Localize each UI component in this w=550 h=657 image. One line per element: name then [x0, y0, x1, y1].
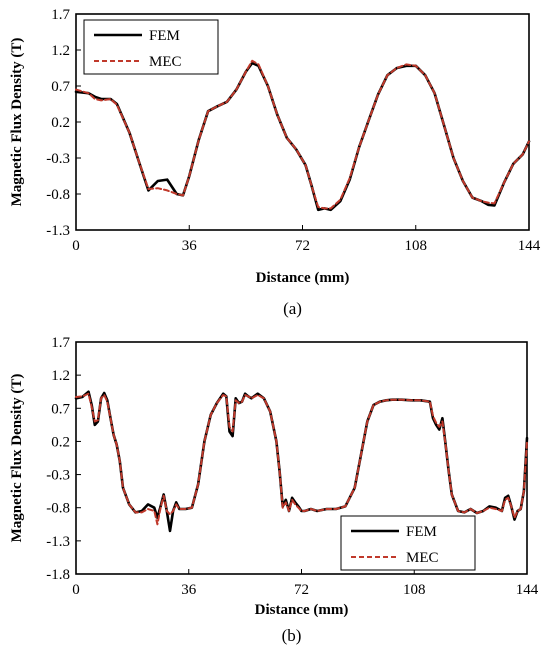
legend-label-mec: MEC — [406, 550, 439, 566]
y-tick-label: -0.8 — [46, 187, 70, 203]
legend: FEM MEC — [340, 515, 476, 571]
x-tick-label: 144 — [516, 582, 539, 598]
x-tick-label: 36 — [182, 238, 198, 254]
x-tick-label: 72 — [295, 238, 310, 254]
y-tick-label: -0.8 — [46, 501, 70, 517]
y-tick-label: 0.7 — [51, 79, 70, 95]
y-tick-label: 1.7 — [51, 7, 70, 23]
legend-box — [340, 515, 476, 571]
legend-label-fem: FEM — [149, 28, 180, 44]
y-tick-label: 0.2 — [51, 434, 70, 450]
y-tick-label: -1.3 — [46, 534, 70, 550]
x-tick-label: 108 — [405, 238, 428, 254]
panel-label: (b) — [282, 626, 302, 645]
legend: FEM MEC — [83, 19, 219, 75]
series-line-mec — [75, 392, 528, 526]
y-tick-label: 1.2 — [51, 368, 70, 384]
x-tick-label: 0 — [72, 238, 80, 254]
y-tick-label: 1.2 — [51, 43, 70, 59]
x-tick-label: 0 — [72, 582, 80, 598]
x-tick-label: 144 — [518, 238, 541, 254]
y-tick-label: -0.3 — [46, 468, 70, 484]
series-line-mec — [75, 59, 530, 210]
y-tick-label: -1.3 — [46, 223, 70, 239]
panel-label: (a) — [283, 299, 302, 318]
y-axis-label: Magnetic Flux Density (T) — [9, 374, 25, 543]
x-tick-label: 108 — [403, 582, 426, 598]
y-tick-label: -0.3 — [46, 151, 70, 167]
x-tick-label: 36 — [181, 582, 197, 598]
x-axis-label: Distance (mm) — [256, 270, 350, 286]
legend-label-mec: MEC — [149, 54, 182, 70]
series-line-fem — [74, 390, 529, 533]
y-tick-label: 0.7 — [51, 401, 70, 417]
chart-panel-b: -1.8 -1.3 -0.8 -0.3 0.2 0.7 1.2 1.7 0 36 72 108 144 D… — [9, 335, 539, 645]
series-line-fem — [74, 61, 531, 212]
y-tick-label: -1.8 — [46, 567, 70, 583]
legend-label-fem: FEM — [406, 524, 437, 540]
legend-box — [83, 19, 219, 75]
chart-panel-a: -1.3 -0.8 -0.3 0.2 0.7 1.2 1.7 0 36 72 108 144 Dista… — [9, 7, 541, 318]
y-tick-label: 0.2 — [51, 115, 70, 131]
x-tick-label: 72 — [294, 582, 309, 598]
x-axis-label: Distance (mm) — [255, 602, 349, 618]
y-axis-label: Magnetic Flux Density (T) — [9, 38, 25, 207]
y-tick-label: 1.7 — [51, 335, 70, 351]
